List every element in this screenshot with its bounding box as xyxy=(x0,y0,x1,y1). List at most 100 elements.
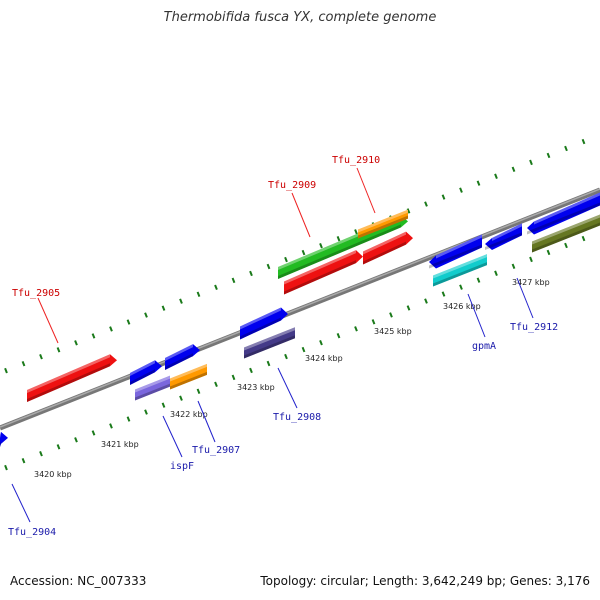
guide-dot xyxy=(424,298,428,304)
gene-tfu-2904 xyxy=(0,431,8,447)
scale-tick-label: 3426 kbp xyxy=(443,302,481,311)
gene-downstream-product xyxy=(532,214,600,253)
guide-dot xyxy=(476,180,481,186)
guide-dot xyxy=(581,235,586,242)
guide-dot xyxy=(4,464,8,471)
gene-label-tfu-2910: Tfu_2910 xyxy=(332,155,380,166)
leader-line-ispf xyxy=(162,415,183,458)
scale-tick-label: 3420 kbp xyxy=(34,470,72,479)
guide-dot xyxy=(109,326,113,332)
guide-dot xyxy=(179,298,183,304)
feature-layer xyxy=(0,192,600,447)
gene-tfu-2910-product xyxy=(358,209,408,239)
guide-dot xyxy=(564,242,568,249)
guide-dot xyxy=(441,291,446,297)
guide-dot xyxy=(21,360,26,367)
guide-dot xyxy=(144,312,148,318)
guide-dot xyxy=(231,374,236,381)
guide-dot xyxy=(39,451,43,457)
guide-dot xyxy=(459,187,463,193)
scale-tick-label: 3424 kbp xyxy=(305,354,343,363)
guide-dot xyxy=(266,263,271,270)
gene-gpma xyxy=(429,234,482,269)
guide-dot xyxy=(74,340,78,346)
gene-label-tfu-2912: Tfu_2912 xyxy=(510,322,558,333)
leader-line-tfu-2909 xyxy=(291,192,311,238)
guide-dot xyxy=(319,339,323,346)
guide-dot xyxy=(109,423,113,429)
guide-dot xyxy=(494,173,498,179)
guide-dot xyxy=(284,256,288,263)
gene-label-ispf: ispF xyxy=(170,461,194,472)
gene-tfu-2905 xyxy=(27,354,117,402)
scale-ticks: 3420 kbp 3421 kbp 3422 kbp 3423 kbp 3424 kbp… xyxy=(34,278,550,479)
gene-label-tfu-2908: Tfu_2908 xyxy=(273,412,321,423)
guide-dot xyxy=(179,395,183,401)
guide-dot xyxy=(581,138,586,145)
scale-tick-label: 3422 kbp xyxy=(170,410,208,419)
leader-line-tfu-2912 xyxy=(516,277,534,319)
guide-dot xyxy=(511,263,516,270)
leader-line-tfu-2905 xyxy=(37,297,59,344)
guide-dot xyxy=(214,381,218,388)
guide-dot xyxy=(144,409,148,415)
gene-label-gpma: gpmA xyxy=(472,341,496,352)
guide-dot xyxy=(371,319,376,325)
guide-dot xyxy=(21,457,26,464)
guide-dot xyxy=(494,270,498,276)
guide-dot xyxy=(56,347,61,353)
guide-dot xyxy=(126,319,131,325)
accession-text: Accession: NC_007333 xyxy=(10,574,147,588)
gene-downstream xyxy=(527,192,600,235)
genome-backbone xyxy=(0,187,600,431)
guide-dot xyxy=(284,353,288,360)
guide-dot xyxy=(529,256,533,263)
gene-tfu-2907-product xyxy=(170,363,207,390)
leader-line-tfu-2907 xyxy=(197,400,216,443)
gene-tfu-2908-product xyxy=(244,327,295,359)
guide-dot xyxy=(126,416,131,422)
guide-dot xyxy=(546,249,551,256)
guide-dot xyxy=(354,326,358,332)
leader-line-tfu-2910 xyxy=(356,167,376,214)
guide-dot xyxy=(196,388,201,394)
gene-gpma-product xyxy=(433,254,487,287)
guide-dot xyxy=(406,305,411,311)
guide-dot xyxy=(406,208,411,214)
guide-dot xyxy=(389,312,393,318)
gene-label-tfu-2909: Tfu_2909 xyxy=(268,180,316,191)
guide-dot xyxy=(476,277,481,283)
scale-tick-label: 3423 kbp xyxy=(237,383,275,392)
gene-ispf-product xyxy=(135,375,170,401)
guide-dot xyxy=(546,152,551,159)
gene-tfu-2910 xyxy=(363,231,413,265)
guide-dot xyxy=(91,430,96,436)
guide-dot xyxy=(56,444,61,450)
gene-ispf xyxy=(130,360,162,385)
guide-dot xyxy=(39,354,43,360)
guide-dot xyxy=(214,284,218,291)
guide-dot xyxy=(266,360,271,367)
guide-dot xyxy=(301,249,306,256)
guide-dot xyxy=(459,284,463,290)
map-title: Thermobifida fusca YX, complete genome xyxy=(163,10,437,25)
guide-dot xyxy=(319,242,323,249)
scale-tick-label: 3425 kbp xyxy=(374,327,412,336)
guide-dot xyxy=(4,367,8,374)
guide-dot xyxy=(354,229,358,235)
leader-line-tfu-2904 xyxy=(11,483,31,523)
gene-tfu-2912 xyxy=(485,223,522,250)
gene-label-tfu-2907: Tfu_2907 xyxy=(192,445,240,456)
gene-label-tfu-2904: Tfu_2904 xyxy=(8,527,56,538)
guide-dot xyxy=(161,305,166,311)
guide-dot xyxy=(196,291,201,297)
leader-line-tfu-2908 xyxy=(277,367,298,409)
guide-dot xyxy=(529,159,533,166)
guide-dot xyxy=(231,277,236,284)
scale-tick-label: 3427 kbp xyxy=(512,278,550,287)
guide-dot xyxy=(336,236,341,242)
gene-tfu-2908 xyxy=(240,307,288,340)
gene-tfu-2907 xyxy=(165,344,200,370)
guide-dot xyxy=(336,333,341,339)
